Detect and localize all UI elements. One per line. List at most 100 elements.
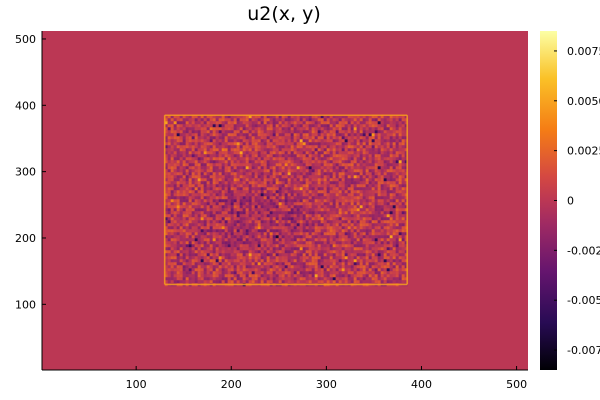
- heatmap-cell: [170, 220, 174, 224]
- heatmap-cell: [362, 133, 366, 137]
- heatmap-cell: [296, 280, 300, 284]
- heatmap-cell: [341, 214, 345, 218]
- heatmap-cell: [311, 241, 315, 245]
- heatmap-cell: [386, 277, 390, 281]
- heatmap-cell: [308, 241, 312, 245]
- heatmap-cell: [368, 202, 372, 206]
- heatmap-cell: [293, 217, 297, 221]
- heatmap-cell: [296, 187, 300, 191]
- heatmap-cell: [167, 253, 171, 257]
- heatmap-cell: [383, 208, 387, 212]
- heatmap-cell: [326, 238, 330, 242]
- heatmap-cell: [173, 115, 177, 119]
- heatmap-cell: [236, 205, 240, 209]
- heatmap-cell: [242, 259, 246, 263]
- heatmap-cell: [296, 166, 300, 170]
- heatmap-cell: [389, 241, 393, 245]
- heatmap-cell: [359, 142, 363, 146]
- heatmap-cell: [254, 199, 258, 203]
- heatmap-cell: [242, 250, 246, 254]
- heatmap-cell: [287, 145, 291, 149]
- heatmap-cell: [392, 190, 396, 194]
- heatmap-cell: [239, 235, 243, 239]
- heatmap-cell: [173, 133, 177, 137]
- heatmap-cell: [389, 172, 393, 176]
- heatmap-cell: [200, 199, 204, 203]
- heatmap-cell: [359, 181, 363, 185]
- heatmap-cell: [254, 136, 258, 140]
- heatmap-cell: [314, 271, 318, 275]
- heatmap-cell: [164, 226, 168, 230]
- heatmap-cell: [173, 241, 177, 245]
- heatmap-cell: [212, 124, 216, 128]
- heatmap-cell: [236, 217, 240, 221]
- heatmap-cell: [203, 235, 207, 239]
- heatmap-cell: [245, 265, 249, 269]
- heatmap-cell: [344, 277, 348, 281]
- heatmap-cell: [359, 271, 363, 275]
- heatmap-cell: [278, 139, 282, 143]
- heatmap-cell: [287, 169, 291, 173]
- heatmap-cell: [404, 157, 408, 161]
- heatmap-cell: [263, 115, 267, 119]
- heatmap-cell: [206, 247, 210, 251]
- heatmap-cell: [233, 127, 237, 131]
- heatmap-cell: [341, 265, 345, 269]
- heatmap-cell: [215, 217, 219, 221]
- heatmap-cell: [254, 256, 258, 260]
- heatmap-cell: [233, 232, 237, 236]
- heatmap-cell: [263, 208, 267, 212]
- heatmap-cell: [368, 187, 372, 191]
- heatmap-cell: [257, 256, 261, 260]
- heatmap-cell: [221, 160, 225, 164]
- heatmap-cell: [215, 130, 219, 134]
- heatmap-cell: [221, 145, 225, 149]
- heatmap-cell: [317, 145, 321, 149]
- heatmap-cell: [176, 160, 180, 164]
- heatmap-cell: [347, 187, 351, 191]
- heatmap-cell: [257, 253, 261, 257]
- heatmap-cell: [296, 190, 300, 194]
- heatmap-cell: [164, 142, 168, 146]
- heatmap-cell: [320, 157, 324, 161]
- heatmap-cell: [281, 253, 285, 257]
- heatmap-cell: [305, 139, 309, 143]
- heatmap-cell: [227, 217, 231, 221]
- heatmap-cell: [389, 214, 393, 218]
- heatmap-cell: [230, 244, 234, 248]
- heatmap-cell: [353, 154, 357, 158]
- heatmap-cell: [392, 217, 396, 221]
- heatmap-cell: [374, 265, 378, 269]
- heatmap-cell: [311, 115, 315, 119]
- heatmap-cell: [209, 274, 213, 278]
- heatmap-cell: [242, 139, 246, 143]
- heatmap-cell: [245, 193, 249, 197]
- heatmap-cell: [359, 151, 363, 155]
- heatmap-cell: [233, 205, 237, 209]
- heatmap-cell: [320, 160, 324, 164]
- heatmap-cell: [200, 226, 204, 230]
- heatmap-cell: [227, 187, 231, 191]
- heatmap-cell: [209, 235, 213, 239]
- heatmap-cell: [179, 205, 183, 209]
- heatmap-cell: [290, 271, 294, 275]
- heatmap-cell: [230, 166, 234, 170]
- heatmap-cell: [353, 136, 357, 140]
- heatmap-cell: [176, 262, 180, 266]
- heatmap-cell: [308, 172, 312, 176]
- heatmap-cell: [254, 181, 258, 185]
- heatmap-cell: [353, 271, 357, 275]
- heatmap-cell: [365, 154, 369, 158]
- heatmap-cell: [260, 241, 264, 245]
- heatmap-cell: [356, 136, 360, 140]
- heatmap-cell: [386, 148, 390, 152]
- heatmap-cell: [170, 262, 174, 266]
- heatmap-cell: [227, 277, 231, 281]
- heatmap-cell: [275, 229, 279, 233]
- heatmap-cell: [242, 262, 246, 266]
- heatmap-cell: [278, 142, 282, 146]
- heatmap-cell: [311, 136, 315, 140]
- heatmap-cell: [266, 253, 270, 257]
- heatmap-cell: [278, 157, 282, 161]
- heatmap-cell: [401, 232, 405, 236]
